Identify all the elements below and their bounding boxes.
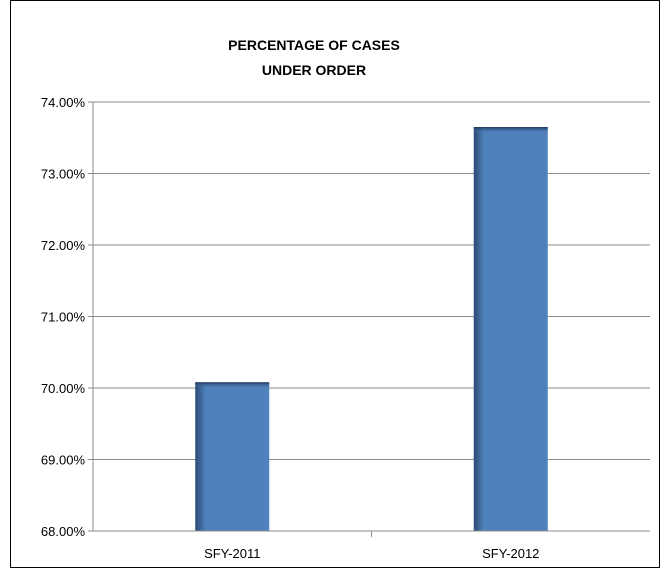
bars xyxy=(195,127,548,532)
x-category-label: SFY-2012 xyxy=(482,546,539,561)
y-tick-label: 74.00% xyxy=(41,95,86,110)
y-tick-label: 72.00% xyxy=(41,238,86,253)
y-tick-label: 70.00% xyxy=(41,381,86,396)
bar-sfy-2012 xyxy=(473,127,548,532)
gridlines xyxy=(93,101,650,460)
y-axis-ticks: 68.00% 69.00% 70.00% 71.00% 72.00% 73.00% 74.0… xyxy=(41,95,93,539)
chart-title-line-2: UNDER ORDER xyxy=(262,62,366,78)
chart-frame xyxy=(10,0,660,568)
bar-top-shade xyxy=(473,127,548,134)
bar-top-shade xyxy=(195,382,270,389)
chart-title-line-1: PERCENTAGE OF CASES xyxy=(228,37,400,53)
y-tick-label: 68.00% xyxy=(41,524,86,539)
x-axis-categories: SFY-2011 SFY-2012 xyxy=(204,531,539,561)
axes xyxy=(92,102,650,532)
y-tick-label: 69.00% xyxy=(41,453,86,468)
y-tick-label: 71.00% xyxy=(41,310,86,325)
x-category-label: SFY-2011 xyxy=(204,546,260,561)
y-tick-label: 73.00% xyxy=(41,167,86,182)
bar-sfy-2011 xyxy=(195,382,270,531)
